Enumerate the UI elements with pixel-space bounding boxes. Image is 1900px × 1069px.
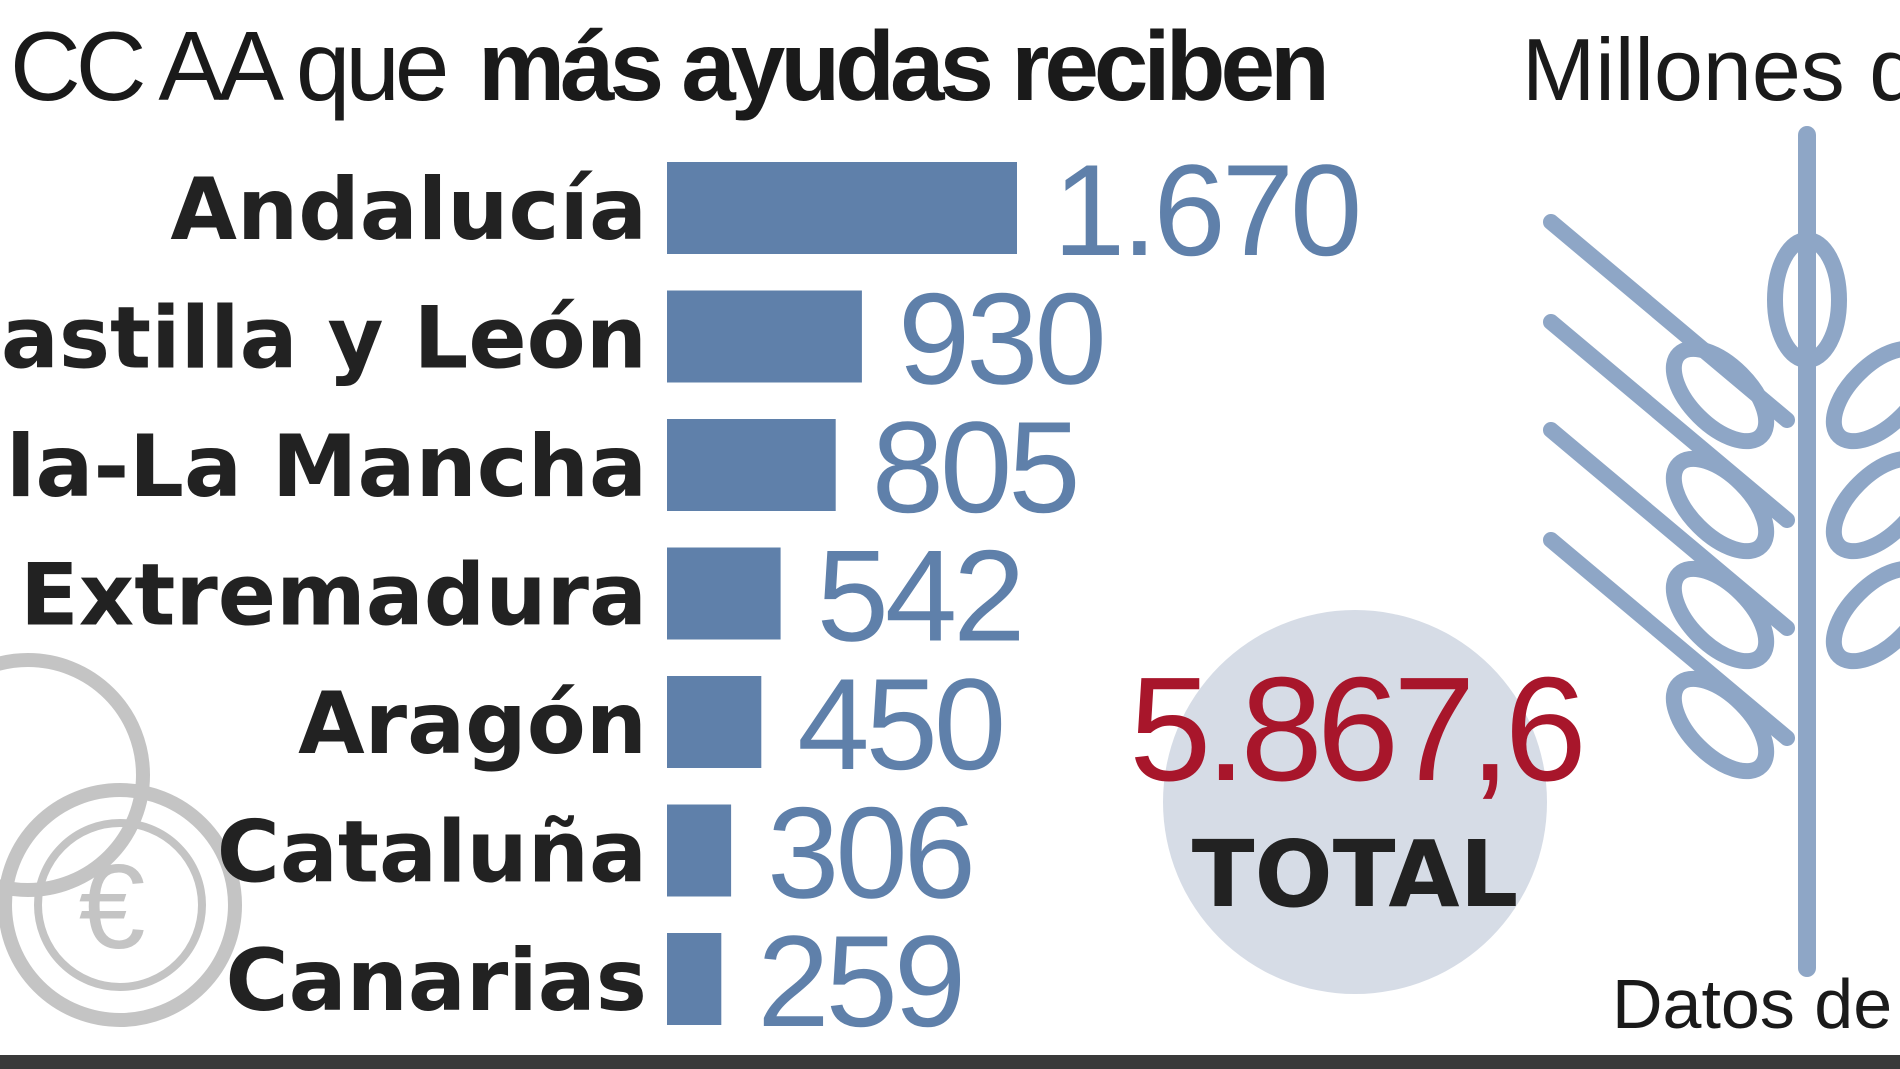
bar-3 (667, 419, 836, 511)
value-label: 930 (898, 266, 1103, 412)
value-label: 1.670 (1053, 137, 1358, 283)
wheat-icon (1543, 126, 1900, 977)
value-label: 805 (872, 394, 1077, 540)
value-label: 259 (757, 908, 962, 1054)
category-label: Castilla y León (0, 289, 647, 389)
euro-coins-icon: € (0, 653, 242, 1027)
total-badge: 5.867,6 TOTAL (1129, 610, 1587, 994)
total-value: 5.867,6 (1129, 647, 1581, 812)
value-label: 306 (767, 780, 972, 926)
category-label: Cataluña (217, 803, 647, 903)
bar-6 (667, 804, 732, 897)
bar-7 (667, 933, 722, 1025)
bottom-rule (0, 1055, 1900, 1069)
category-label: Extremadura (20, 546, 647, 646)
source-label: Datos de (1612, 965, 1892, 1043)
euro-symbol: € (79, 840, 146, 974)
total-circle (1163, 610, 1547, 994)
category-label: Canarias (225, 931, 647, 1031)
bar-2 (667, 290, 862, 383)
value-label: 450 (797, 651, 1002, 797)
category-label: Andalucía (170, 160, 647, 260)
total-label: TOTAL (1192, 821, 1518, 928)
category-label: tilla-La Mancha (0, 417, 647, 517)
bar-5 (667, 676, 762, 768)
chart-title-bold: más ayudas reciben (478, 11, 1325, 121)
chart-title-light: CC AA que (10, 11, 446, 121)
category-label: Aragón (298, 674, 647, 774)
bars-group: Andalucía 1.670 Castilla y León 930 tilla-La… (0, 137, 1362, 1054)
value-label: 542 (817, 523, 1022, 669)
chart-title: CC AA que más ayudas reciben (10, 11, 1325, 122)
units-label: Millones d (1522, 20, 1900, 119)
bar-1 (667, 162, 1017, 254)
bar-4 (667, 547, 781, 640)
